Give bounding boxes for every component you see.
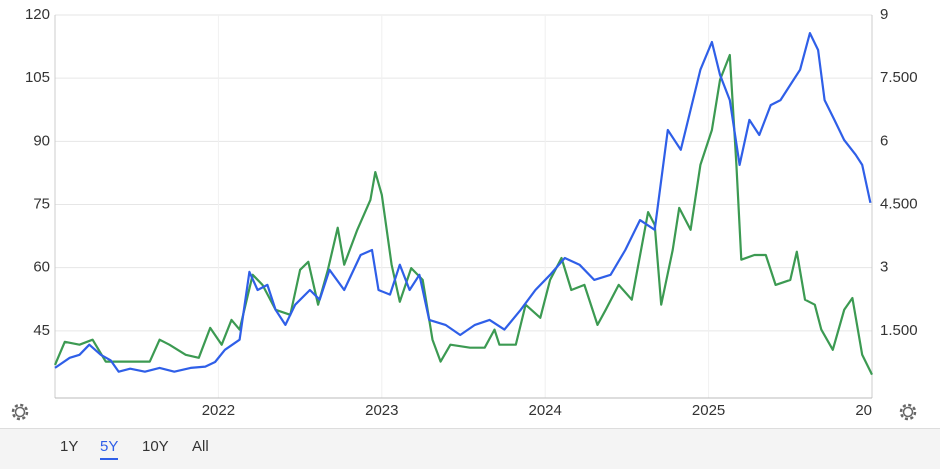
x-tick-label: 2024	[529, 402, 562, 419]
y-tick-label: 90	[33, 132, 50, 149]
y2-tick-label: 1.500	[880, 322, 918, 339]
series-line	[54, 32, 872, 373]
x-tick-label: 2025	[692, 402, 725, 419]
y2-tick-label: 9	[880, 6, 888, 23]
range-button[interactable]: 10Y	[142, 438, 169, 455]
y-tick-label: 120	[25, 6, 50, 23]
settings-icon-left[interactable]	[11, 403, 29, 421]
x-tick-label: 2022	[202, 402, 235, 419]
y-tick-label: 75	[33, 195, 50, 212]
grid	[55, 14, 873, 398]
x-tick-label: 2023	[365, 402, 398, 419]
y-tick-label: 60	[33, 259, 50, 276]
settings-icon-right[interactable]	[899, 403, 917, 421]
y-tick-label: 45	[33, 322, 50, 339]
y2-tick-label: 3	[880, 259, 888, 276]
y2-tick-label: 7.500	[880, 69, 918, 86]
y2-tick-label: 4.500	[880, 195, 918, 212]
range-bar: 1Y 5Y 10Y All	[0, 428, 940, 469]
range-button[interactable]: All	[192, 438, 209, 455]
series-line	[53, 53, 873, 376]
y2-tick-label: 6	[880, 132, 888, 149]
chart: 45 60 75 90 105 120 1.500 3 4.500 6 7.500 9 2022 2023…	[11, 6, 918, 421]
y-tick-label: 105	[25, 69, 50, 86]
x-tick-label: 2026	[855, 402, 888, 419]
range-button[interactable]: 1Y	[60, 438, 79, 455]
range-button[interactable]: 5Y	[100, 438, 119, 460]
